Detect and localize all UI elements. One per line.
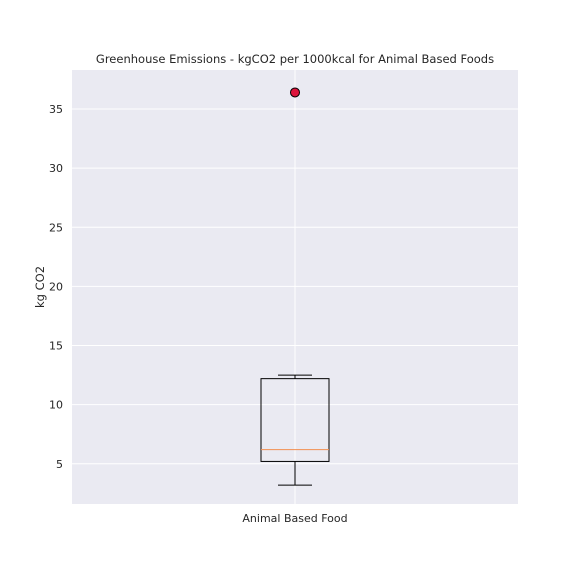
y-tick-label: 15: [49, 340, 63, 353]
box-plot: [260, 87, 330, 486]
y-tick-label: 5: [56, 458, 63, 471]
x-tick-label: Animal Based Food: [242, 512, 347, 525]
y-tick-label: 20: [49, 280, 63, 293]
y-axis-label: kg CO2: [33, 266, 47, 308]
y-axis-ticks: 5 10 15 20 25 30 35: [49, 103, 63, 471]
y-tick-label: 35: [49, 103, 63, 116]
chart-title: Greenhouse Emissions - kgCO2 per 1000kca…: [96, 52, 494, 66]
y-tick-label: 10: [49, 399, 63, 412]
outlier-point: [290, 87, 300, 98]
box-iqr: [260, 378, 330, 462]
y-tick-label: 25: [49, 221, 63, 234]
y-tick-label: 30: [49, 162, 63, 175]
grid: [72, 70, 518, 504]
